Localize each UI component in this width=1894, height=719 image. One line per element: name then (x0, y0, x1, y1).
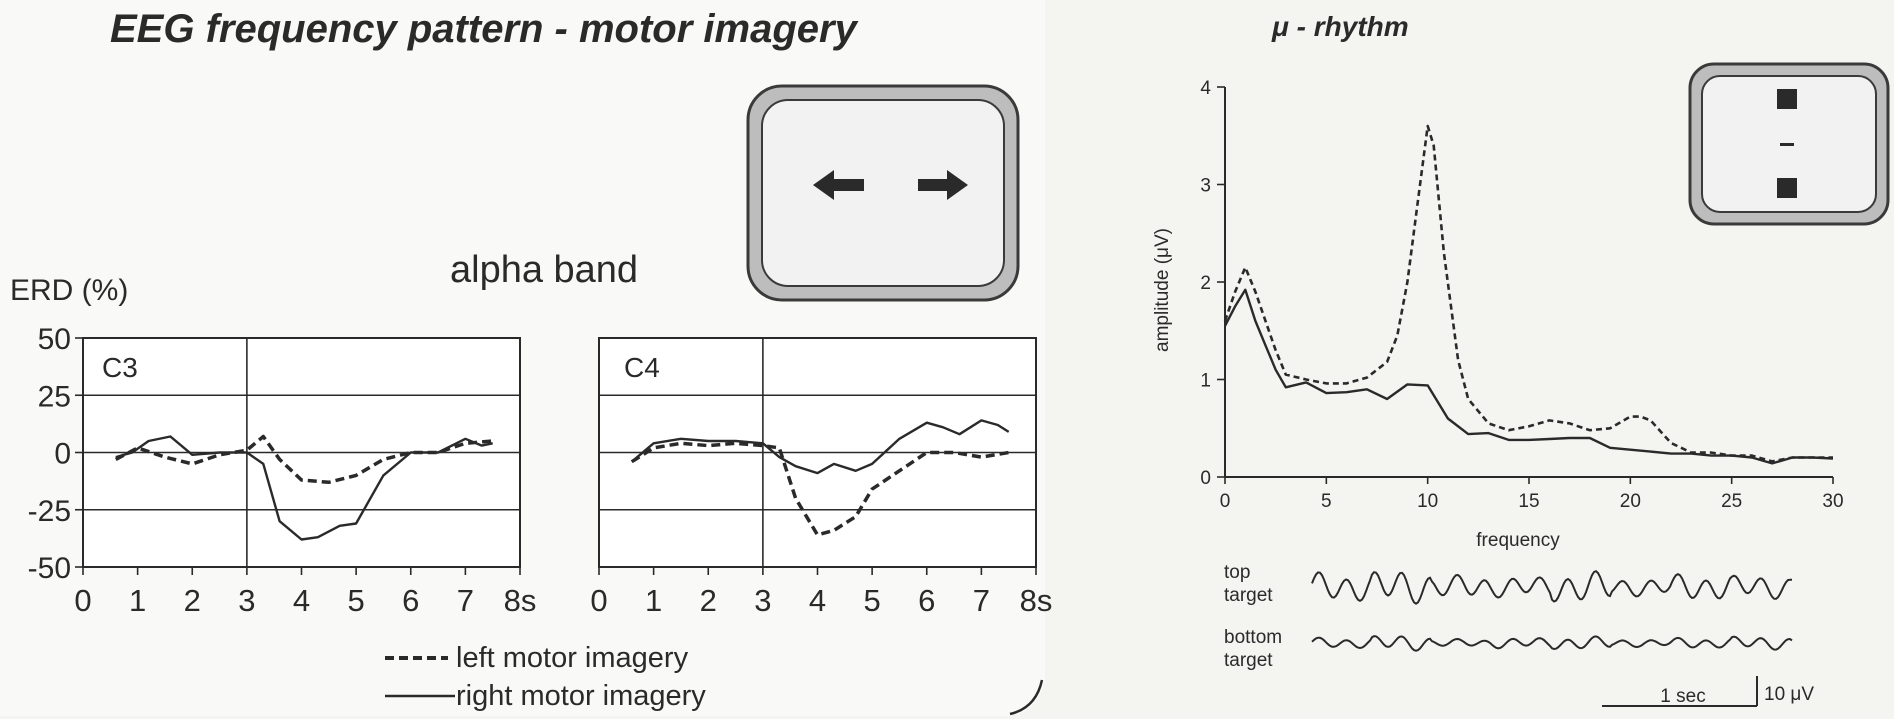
c4-panel-label: C4 (624, 352, 660, 383)
c3-panel-label: C3 (102, 352, 138, 383)
c4-x-tick-label: 6 (918, 583, 935, 618)
scale-bar-amplitude-label: 10 μV (1764, 684, 1814, 705)
c4-x-tick-label: 7 (973, 583, 990, 618)
mu-x-tick-label: 20 (1620, 491, 1641, 512)
c4-x-tick-label: 4 (809, 583, 826, 618)
legend: left motor imagery right motor imagery (385, 642, 706, 712)
page-title: EEG frequency pattern - motor imagery (110, 7, 859, 51)
c3-y-tick-label: 0 (54, 438, 71, 471)
mu-x-tick-label: 30 (1822, 491, 1843, 512)
mu-series-dashed (1223, 124, 1833, 463)
scale-bar: 1 sec 10 μV (1602, 676, 1814, 707)
mu-y-tick-label: 2 (1200, 273, 1211, 294)
c3-x-tick-label: 7 (457, 583, 474, 618)
bottom-target-label-line2: target (1224, 650, 1273, 671)
c4-x-tick-label: 3 (754, 583, 771, 618)
c3-x-tick-label: 5 (348, 583, 365, 618)
top-target-label-line2: target (1224, 585, 1273, 606)
c4-x-tick-label: 5 (864, 583, 881, 618)
band-label: alpha band (450, 249, 638, 291)
c3-x-tick-label: 1 (129, 583, 146, 618)
mu-x-axis-label: frequency (1476, 530, 1560, 551)
c3-x-tick-label: 2 (184, 583, 201, 618)
c4-x-tick-label: 8s (1020, 583, 1053, 618)
c4-series-left-motor-imagery (630, 441, 1009, 537)
top-target-label-line1: top (1224, 562, 1250, 583)
chart-mu-rhythm: amplitude (μV) frequency 0 1 2 3 4 0 5 10 15 20 25… (1152, 78, 1844, 551)
eeg-traces: top target bottom target (1224, 562, 1793, 671)
sheet-edge (1009, 679, 1044, 716)
legend-right-motor-imagery: right motor imagery (456, 680, 706, 712)
c3-x-tick-label: 6 (402, 583, 419, 618)
c4-x-tick-label: 0 (590, 583, 607, 618)
mu-y-tick-label: 0 (1200, 468, 1211, 489)
square-icon (1777, 89, 1797, 109)
dash-icon (1780, 143, 1794, 146)
c3-y-tick-label: 50 (38, 323, 71, 356)
mu-y-tick-label: 3 (1200, 176, 1211, 197)
erd-axis-label: ERD (%) (10, 274, 128, 307)
mu-x-tick-label: 25 (1721, 491, 1742, 512)
c4-x-tick-label: 2 (700, 583, 717, 618)
c3-y-tick-label: 25 (38, 380, 71, 413)
c3-y-tick-label: -50 (28, 552, 71, 585)
mu-x-tick-label: 15 (1518, 491, 1539, 512)
top-target-eeg-trace (1311, 570, 1793, 605)
legend-left-motor-imagery: left motor imagery (456, 642, 689, 674)
mu-rhythm-title: μ - rhythm (1271, 11, 1409, 42)
arrow-right-icon (918, 170, 968, 200)
mu-x-tick-label: 10 (1417, 491, 1438, 512)
c3-series-left-motor-imagery (114, 434, 493, 485)
c3-x-tick-label: 8s (504, 583, 537, 618)
mu-x-tick-label: 0 (1220, 491, 1231, 512)
c3-x-tick-label: 0 (74, 583, 91, 618)
monitor-left-right-arrows (746, 84, 1020, 302)
mu-series-solid (1223, 288, 1834, 465)
mu-x-tick-label: 5 (1321, 491, 1332, 512)
bottom-target-eeg-trace (1311, 635, 1793, 652)
c3-x-tick-label: 4 (293, 583, 310, 618)
mu-y-tick-label: 4 (1200, 78, 1211, 99)
c3-series-right-motor-imagery (115, 435, 493, 541)
bottom-target-label-line1: bottom (1224, 627, 1282, 648)
arrow-left-icon (813, 170, 864, 200)
mu-y-tick-label: 1 (1200, 371, 1211, 392)
mu-y-axis-label: amplitude (μV) (1152, 228, 1173, 352)
chart-c4: C4 0 1 2 3 4 5 6 7 8s (590, 337, 1053, 618)
monitor-up-down-targets (1688, 62, 1890, 226)
c3-x-tick-label: 3 (238, 583, 255, 618)
c3-y-tick-label: -25 (28, 495, 71, 528)
square-icon (1777, 178, 1797, 198)
scale-bar-time-label: 1 sec (1660, 686, 1705, 707)
c4-x-tick-label: 1 (645, 583, 662, 618)
c4-series-right-motor-imagery (631, 419, 1010, 475)
